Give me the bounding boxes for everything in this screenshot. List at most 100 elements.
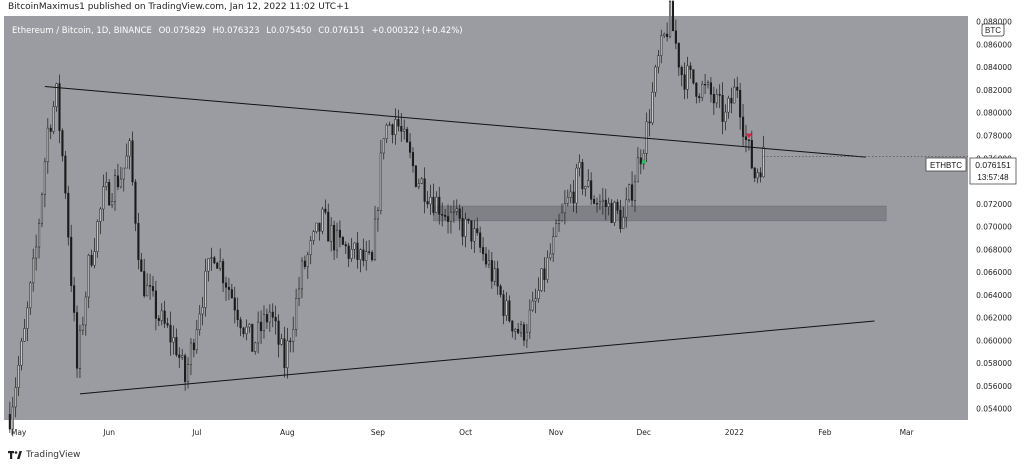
candle bbox=[216, 261, 219, 269]
candle bbox=[598, 194, 601, 210]
candle bbox=[368, 240, 371, 256]
candle bbox=[423, 167, 426, 214]
price-axis[interactable] bbox=[968, 16, 1020, 420]
price-tag-price: 0.076151 bbox=[975, 160, 1011, 170]
candle bbox=[502, 290, 505, 325]
candle bbox=[426, 190, 429, 209]
legend-open-label: O bbox=[159, 26, 166, 36]
candle bbox=[560, 203, 564, 222]
candle bbox=[330, 217, 333, 252]
candle bbox=[143, 258, 146, 298]
candle bbox=[96, 219, 99, 258]
candle bbox=[543, 257, 546, 292]
candle bbox=[58, 74, 61, 144]
candle bbox=[750, 130, 753, 170]
candle bbox=[26, 301, 29, 342]
candle bbox=[680, 65, 683, 87]
candle bbox=[222, 258, 225, 293]
currency-badge[interactable]: BTC bbox=[981, 23, 1005, 37]
x-tick-label: Sep bbox=[371, 428, 385, 437]
candle bbox=[29, 281, 32, 315]
candle bbox=[108, 178, 111, 207]
candle bbox=[219, 248, 222, 272]
candle bbox=[701, 80, 704, 102]
candle bbox=[105, 171, 108, 191]
candle bbox=[146, 273, 149, 297]
candle bbox=[441, 202, 444, 227]
candle bbox=[698, 93, 701, 103]
candle bbox=[464, 212, 467, 248]
price-tag-countdown: 13:57:48 bbox=[977, 173, 1009, 182]
candle bbox=[350, 238, 353, 262]
candle bbox=[213, 255, 216, 265]
candle bbox=[385, 123, 388, 144]
candle bbox=[417, 178, 420, 190]
candle bbox=[595, 197, 599, 213]
candle bbox=[295, 288, 298, 337]
candle bbox=[38, 218, 41, 259]
candle bbox=[166, 317, 169, 328]
y-tick-label: 0.062000 bbox=[976, 314, 1012, 323]
y-tick-label: 0.064000 bbox=[976, 291, 1012, 300]
candle bbox=[610, 199, 613, 224]
candle bbox=[584, 185, 587, 197]
candle bbox=[467, 218, 470, 224]
candle bbox=[93, 237, 96, 269]
candle bbox=[668, 0, 672, 39]
candle bbox=[333, 220, 336, 260]
y-tick-label: 0.082000 bbox=[976, 86, 1012, 95]
candle bbox=[292, 316, 295, 353]
x-tick-label: Jun bbox=[102, 428, 115, 437]
candle bbox=[727, 95, 730, 119]
candle bbox=[666, 22, 669, 42]
candle bbox=[563, 189, 566, 225]
candle bbox=[528, 299, 531, 339]
candle bbox=[406, 126, 409, 143]
candle bbox=[233, 286, 236, 324]
candle bbox=[628, 183, 631, 203]
candle bbox=[204, 258, 207, 317]
candle bbox=[67, 185, 70, 246]
candle bbox=[201, 296, 204, 326]
candle bbox=[70, 224, 73, 292]
candle bbox=[359, 248, 362, 273]
candle bbox=[312, 230, 315, 245]
candle bbox=[271, 303, 274, 328]
price-tag-ticker: ETHBTC bbox=[930, 161, 962, 170]
candle bbox=[631, 171, 634, 207]
candle bbox=[739, 82, 742, 130]
candle bbox=[674, 19, 677, 50]
candle bbox=[254, 341, 257, 355]
time-axis[interactable] bbox=[4, 420, 1020, 444]
candle bbox=[32, 248, 35, 292]
y-tick-label: 0.086000 bbox=[976, 40, 1012, 49]
candle bbox=[633, 174, 637, 212]
candle bbox=[40, 192, 44, 228]
candle bbox=[260, 310, 263, 344]
candle bbox=[43, 157, 46, 208]
candle bbox=[207, 258, 210, 282]
candle bbox=[242, 326, 245, 338]
candle bbox=[704, 74, 707, 95]
candle bbox=[195, 319, 198, 354]
candle bbox=[373, 205, 377, 261]
candle bbox=[444, 208, 447, 221]
candle bbox=[552, 227, 555, 262]
candle bbox=[572, 180, 575, 213]
candle bbox=[452, 200, 455, 223]
legend-low: 0.075450 bbox=[271, 26, 312, 36]
candle bbox=[496, 260, 499, 295]
candle bbox=[470, 220, 473, 250]
legend: Ethereum / Bitcoin, 1D, BINANCE O0.07582… bbox=[12, 26, 463, 36]
candle bbox=[709, 77, 712, 103]
x-tick-label: Aug bbox=[280, 428, 295, 437]
candle bbox=[438, 186, 441, 225]
candle bbox=[482, 237, 485, 261]
candle bbox=[520, 320, 523, 338]
candle bbox=[297, 277, 301, 307]
y-tick-label: 0.056000 bbox=[976, 382, 1012, 391]
candle bbox=[23, 318, 26, 342]
candle bbox=[619, 199, 622, 233]
candle bbox=[718, 84, 721, 109]
